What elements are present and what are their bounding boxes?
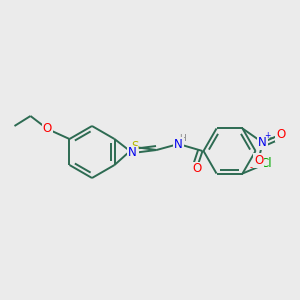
Text: Cl: Cl bbox=[261, 157, 272, 170]
Text: O: O bbox=[43, 122, 52, 136]
Text: =: = bbox=[268, 136, 274, 142]
Text: N: N bbox=[128, 146, 137, 160]
Text: H: H bbox=[179, 134, 186, 143]
Text: N: N bbox=[258, 136, 267, 149]
Text: -: - bbox=[250, 163, 253, 172]
Text: +: + bbox=[264, 131, 271, 140]
Text: O: O bbox=[276, 128, 285, 141]
Text: O: O bbox=[254, 154, 263, 167]
Text: N: N bbox=[174, 137, 183, 151]
Text: O: O bbox=[192, 163, 201, 176]
Text: S: S bbox=[131, 140, 138, 154]
